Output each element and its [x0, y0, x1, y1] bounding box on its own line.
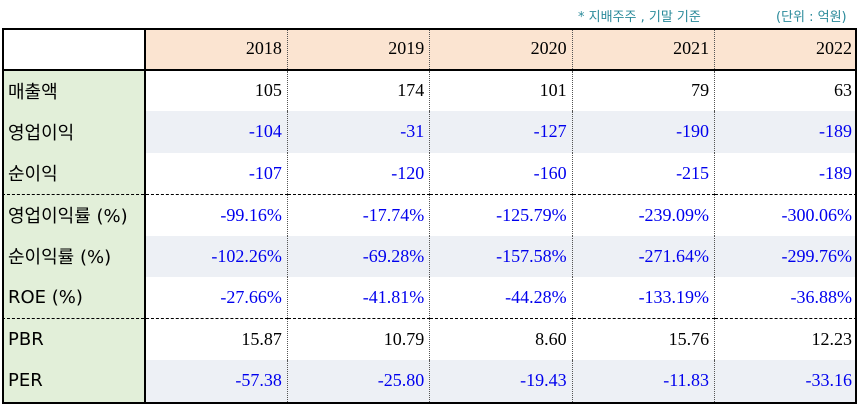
row-label: 영업이익률 (%)	[2, 193, 146, 236]
value-cell: -239.09%	[571, 193, 715, 236]
value-cell: -36.88%	[714, 277, 857, 319]
value-cell: -19.43	[429, 360, 573, 402]
value-cell: -107	[144, 152, 288, 194]
year-header: 2020	[429, 28, 573, 71]
value-cell: 15.87	[144, 318, 288, 360]
corner-cell	[2, 28, 146, 71]
financial-table: 2018 2019 2020 2021 2022 매출액 105 174 101 79 6…	[2, 28, 857, 402]
value-cell: 10.79	[286, 318, 430, 360]
value-cell: -44.28%	[429, 277, 573, 319]
row-label: 순이익률 (%)	[2, 235, 146, 277]
value-cell: -33.16	[714, 360, 857, 402]
value-cell: 8.60	[429, 318, 573, 360]
value-cell: -31	[286, 111, 430, 153]
header-row: 2018 2019 2020 2021 2022	[2, 28, 857, 71]
value-cell: -17.74%	[286, 193, 430, 236]
value-cell: -11.83	[571, 360, 715, 402]
row-label: PER	[2, 360, 146, 402]
value-cell: -299.76%	[714, 235, 857, 277]
table-row: 매출액 105 174 101 79 63	[2, 69, 857, 111]
year-header: 2021	[571, 28, 715, 71]
value-cell: 105	[144, 69, 288, 111]
table-row: 영업이익 -104 -31 -127 -190 -189	[2, 111, 857, 153]
value-cell: 101	[429, 69, 573, 111]
value-cell: 63	[714, 69, 857, 111]
table-row: PBR 15.87 10.79 8.60 15.76 12.23	[2, 318, 857, 360]
value-cell: 15.76	[571, 318, 715, 360]
table-row: ROE (%) -27.66% -41.81% -44.28% -133.19% -36.…	[2, 277, 857, 319]
basis-note: * 지배주주 , 기말 기준	[578, 10, 701, 25]
value-cell: -127	[429, 111, 573, 153]
value-cell: -271.64%	[571, 235, 715, 277]
row-label: ROE (%)	[2, 277, 146, 319]
value-cell: -160	[429, 152, 573, 194]
value-cell: -99.16%	[144, 193, 288, 236]
value-cell: -27.66%	[144, 277, 288, 319]
value-cell: -104	[144, 111, 288, 153]
table-row: 영업이익률 (%) -99.16% -17.74% -125.79% -239.09% -…	[2, 193, 857, 236]
table-row: PER -57.38 -25.80 -19.43 -11.83 -33.16	[2, 360, 857, 402]
row-label: 매출액	[2, 69, 146, 111]
value-cell: -41.81%	[286, 277, 430, 319]
row-label: 순이익	[2, 152, 146, 194]
value-cell: -120	[286, 152, 430, 194]
value-cell: -157.58%	[429, 235, 573, 277]
value-cell: -25.80	[286, 360, 430, 402]
value-cell: -215	[571, 152, 715, 194]
value-cell: -189	[714, 152, 857, 194]
value-cell: 12.23	[714, 318, 857, 360]
year-header: 2022	[714, 28, 857, 71]
table-row: 순이익률 (%) -102.26% -69.28% -157.58% -271.64% -…	[2, 235, 857, 277]
row-label: 영업이익	[2, 111, 146, 153]
value-cell: -189	[714, 111, 857, 153]
unit-note: (단위 : 억원)	[776, 10, 847, 25]
value-cell: -125.79%	[429, 193, 573, 236]
table-row: 순이익 -107 -120 -160 -215 -189	[2, 152, 857, 194]
year-header: 2019	[286, 28, 430, 71]
value-cell: -69.28%	[286, 235, 430, 277]
value-cell: -102.26%	[144, 235, 288, 277]
value-cell: -300.06%	[714, 193, 857, 236]
value-cell: -133.19%	[571, 277, 715, 319]
row-label: PBR	[2, 318, 146, 360]
year-header: 2018	[144, 28, 288, 71]
value-cell: 79	[571, 69, 715, 111]
value-cell: 174	[286, 69, 430, 111]
value-cell: -190	[571, 111, 715, 153]
value-cell: -57.38	[144, 360, 288, 402]
